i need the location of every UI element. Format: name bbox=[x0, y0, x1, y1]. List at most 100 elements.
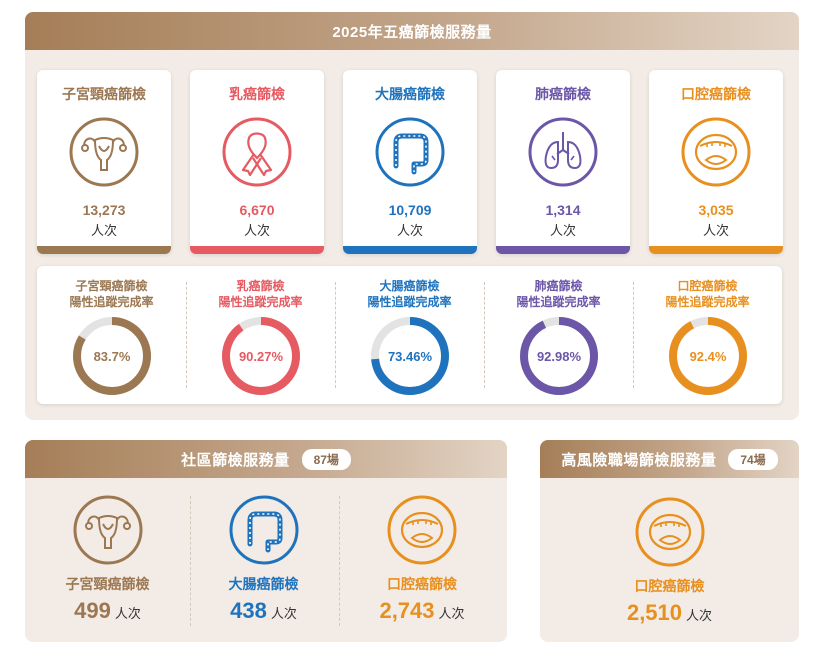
mouth-icon bbox=[635, 497, 704, 567]
card-unit: 人次 bbox=[90, 223, 117, 238]
count-value: 2,510 bbox=[626, 600, 683, 625]
workplace-panel: 高風險職場篩檢服務量 74場 口腔癌篩檢 2,510 人次 bbox=[540, 440, 799, 642]
community-item-name: 口腔癌篩檢 bbox=[387, 576, 457, 592]
community-header: 社區篩檢服務量 87場 bbox=[25, 440, 507, 478]
workplace-item-count: 2,510 人次 bbox=[540, 600, 799, 626]
community-item-oral: 口腔癌篩檢 2,743 人次 bbox=[347, 494, 497, 624]
community-item-name: 大腸癌篩檢 bbox=[228, 576, 299, 592]
donut-chart: 83.7% bbox=[72, 317, 151, 395]
count-value: 499 bbox=[74, 598, 111, 623]
card-name: 大腸癌篩檢 bbox=[375, 86, 445, 102]
count-unit: 人次 bbox=[114, 606, 141, 621]
community-divider bbox=[339, 496, 340, 626]
card-colon: 大腸癌篩檢 10,709 人次 bbox=[343, 70, 477, 254]
card-count: 10,709 bbox=[388, 202, 432, 218]
community-item-cervical: 子宮頸癌篩檢 499 人次 bbox=[35, 494, 180, 624]
five-cancer-title: 2025年五癌篩檢服務量 bbox=[332, 23, 492, 41]
donut-chart: 90.27% bbox=[221, 317, 300, 395]
community-divider bbox=[190, 496, 191, 626]
five-cancer-panel: 2025年五癌篩檢服務量 子宮頸癌篩檢 13,273 人次 乳癌篩檢 6,670… bbox=[25, 12, 799, 420]
donut-label: 90.27% bbox=[238, 349, 283, 364]
rate-title-line2: 陽性追蹤完成率 bbox=[218, 295, 303, 309]
card-count: 6,670 bbox=[239, 202, 275, 218]
donut-chart: 92.98% bbox=[519, 317, 598, 395]
card-count: 3,035 bbox=[698, 202, 734, 218]
workplace-title: 高風險職場篩檢服務量 bbox=[561, 451, 717, 469]
rate-colon: 大腸癌篩檢 陽性追蹤完成率 73.46% bbox=[335, 266, 484, 404]
community-item-count: 499 人次 bbox=[35, 598, 180, 624]
community-title: 社區篩檢服務量 bbox=[181, 451, 290, 469]
rate-title: 大腸癌篩檢 陽性追蹤完成率 bbox=[335, 278, 484, 310]
donut-label: 92.98% bbox=[536, 349, 581, 364]
lungs-icon bbox=[528, 117, 598, 187]
donut-label: 92.4% bbox=[689, 349, 726, 364]
workplace-count-badge: 74場 bbox=[728, 448, 778, 470]
rate-title-line1: 肺癌篩檢 bbox=[534, 279, 583, 293]
rate-title-line1: 口腔癌篩檢 bbox=[677, 279, 738, 293]
uterus-icon bbox=[73, 495, 142, 565]
card-count: 1,314 bbox=[545, 202, 581, 218]
five-cancer-header: 2025年五癌篩檢服務量 bbox=[25, 12, 799, 50]
card-cervical: 子宮頸癌篩檢 13,273 人次 bbox=[37, 70, 171, 254]
card-accent-bar bbox=[190, 246, 324, 254]
rate-divider bbox=[335, 282, 336, 388]
donut-arc bbox=[221, 317, 300, 395]
count-unit: 人次 bbox=[438, 606, 465, 621]
community-item-name: 子宮頸癌篩檢 bbox=[65, 576, 150, 592]
colon-icon bbox=[229, 495, 298, 565]
card-oral: 口腔癌篩檢 3,035 人次 bbox=[649, 70, 783, 254]
donut-chart: 73.46% bbox=[370, 317, 449, 395]
rate-title-line1: 乳癌篩檢 bbox=[236, 279, 285, 293]
workplace-item-name: 口腔癌篩檢 bbox=[634, 578, 705, 594]
rate-title-line2: 陽性追蹤完成率 bbox=[665, 295, 750, 309]
card-accent-bar bbox=[496, 246, 630, 254]
workplace-header: 高風險職場篩檢服務量 74場 bbox=[540, 440, 799, 478]
uterus-icon bbox=[69, 117, 139, 187]
rate-title: 乳癌篩檢 陽性追蹤完成率 bbox=[186, 278, 335, 310]
card-name: 口腔癌篩檢 bbox=[681, 86, 751, 102]
donut-chart: 92.4% bbox=[668, 317, 747, 395]
donut-arc bbox=[72, 317, 151, 395]
card-unit: 人次 bbox=[549, 223, 576, 238]
card-name: 肺癌篩檢 bbox=[535, 86, 591, 102]
mouth-icon bbox=[681, 117, 751, 187]
count-unit: 人次 bbox=[270, 606, 297, 621]
count-unit: 人次 bbox=[686, 608, 713, 623]
card-lung: 肺癌篩檢 1,314 人次 bbox=[496, 70, 630, 254]
rate-cervical: 子宮頸癌篩檢 陽性追蹤完成率 83.7% bbox=[37, 266, 186, 404]
rate-title-line2: 陽性追蹤完成率 bbox=[516, 295, 601, 309]
card-breast: 乳癌篩檢 6,670 人次 bbox=[190, 70, 324, 254]
donut-arc bbox=[519, 317, 598, 395]
card-accent-bar bbox=[37, 246, 171, 254]
colon-icon bbox=[375, 117, 445, 187]
rate-divider bbox=[633, 282, 634, 388]
completion-rates-card: 子宮頸癌篩檢 陽性追蹤完成率 83.7% 乳癌篩檢 陽性追蹤完成率 90.27% bbox=[37, 266, 782, 404]
rate-title-line1: 大腸癌篩檢 bbox=[379, 279, 440, 293]
donut-arc bbox=[668, 317, 747, 395]
count-value: 2,743 bbox=[379, 598, 435, 623]
ribbon-icon bbox=[222, 117, 292, 187]
rate-title-line2: 陽性追蹤完成率 bbox=[367, 295, 452, 309]
rate-title: 口腔癌篩檢 陽性追蹤完成率 bbox=[633, 278, 782, 310]
donut-label: 73.46% bbox=[387, 349, 432, 364]
community-item-count: 2,743 人次 bbox=[347, 598, 497, 624]
rate-divider bbox=[484, 282, 485, 388]
card-unit: 人次 bbox=[702, 223, 729, 238]
donut-label: 83.7% bbox=[93, 349, 130, 364]
card-accent-bar bbox=[343, 246, 477, 254]
rate-breast: 乳癌篩檢 陽性追蹤完成率 90.27% bbox=[186, 266, 335, 404]
card-count: 13,273 bbox=[82, 202, 126, 218]
rate-lung: 肺癌篩檢 陽性追蹤完成率 92.98% bbox=[484, 266, 633, 404]
rate-title-line2: 陽性追蹤完成率 bbox=[69, 295, 154, 309]
rate-divider bbox=[186, 282, 187, 388]
count-value: 438 bbox=[230, 598, 267, 623]
rate-title: 肺癌篩檢 陽性追蹤完成率 bbox=[484, 278, 633, 310]
donut-arc bbox=[370, 317, 449, 395]
card-unit: 人次 bbox=[243, 223, 270, 238]
card-unit: 人次 bbox=[396, 223, 423, 238]
rate-title-line1: 子宮頸癌篩檢 bbox=[75, 279, 148, 293]
community-item-count: 438 人次 bbox=[191, 598, 336, 624]
community-count-badge: 87場 bbox=[301, 448, 351, 470]
card-accent-bar bbox=[649, 246, 783, 254]
rate-title: 子宮頸癌篩檢 陽性追蹤完成率 bbox=[37, 278, 186, 310]
